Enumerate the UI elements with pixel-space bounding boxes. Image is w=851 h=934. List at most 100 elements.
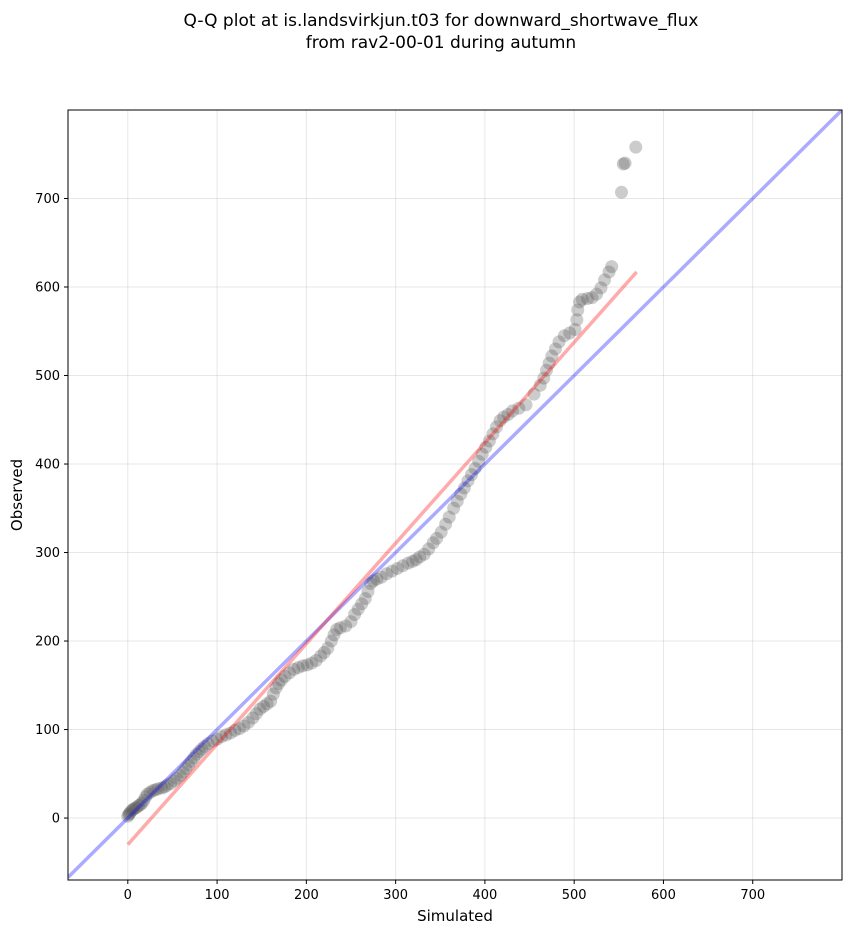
y-tick-label: 400	[35, 458, 60, 473]
qq-point	[123, 805, 137, 819]
reference-lines	[68, 110, 842, 879]
qq-point	[157, 780, 171, 794]
qq-point	[616, 157, 630, 171]
qq-point	[215, 730, 229, 744]
qq-point	[475, 447, 489, 461]
qq-point	[461, 474, 475, 488]
qq-point	[355, 597, 369, 611]
qq-point	[237, 719, 251, 733]
qq-point	[406, 554, 420, 568]
qq-point	[126, 802, 140, 816]
qq-point	[482, 434, 496, 448]
qq-point	[447, 501, 461, 515]
plot-frame	[67, 109, 843, 881]
qq-point	[151, 782, 165, 796]
qq-point	[139, 790, 153, 804]
qq-point	[527, 387, 541, 401]
qq-point	[570, 313, 584, 327]
qq-point	[176, 765, 190, 779]
qq-point	[228, 723, 242, 737]
qq-point	[223, 726, 237, 740]
qq-point	[348, 607, 362, 621]
qq-point	[130, 800, 144, 814]
qq-point	[573, 295, 587, 309]
qq-point	[442, 510, 456, 524]
qq-point	[454, 487, 468, 501]
qq-point	[305, 656, 319, 670]
qq-point	[468, 461, 482, 475]
qq-point	[198, 739, 212, 753]
qq-point	[125, 803, 139, 817]
qq-point	[533, 378, 547, 392]
qq-point	[314, 649, 328, 663]
y-tick-label: 0	[52, 812, 60, 827]
qq-point	[232, 722, 246, 736]
qq-point	[602, 265, 616, 279]
qq-point	[128, 801, 142, 815]
qq-point	[426, 536, 440, 550]
qq-point	[282, 666, 296, 680]
qq-point	[594, 281, 608, 295]
axis-ticks: 0 100 200 300 400 500 600 700 0 100 200 300 400 500 60…	[35, 192, 765, 903]
qq-point	[137, 793, 151, 807]
qq-point	[179, 761, 193, 775]
qq-point	[155, 781, 169, 795]
qq-point	[563, 326, 577, 340]
qq-point	[133, 798, 147, 812]
qq-point	[545, 349, 559, 363]
qq-point	[135, 796, 149, 810]
x-tick-label: 500	[562, 888, 587, 903]
qq-point	[390, 561, 404, 575]
y-tick-label: 200	[35, 635, 60, 650]
qq-point	[272, 677, 286, 691]
qq-point	[291, 661, 305, 675]
qq-point	[351, 602, 365, 616]
qq-point	[361, 584, 375, 598]
qq-point	[409, 553, 423, 567]
qq-point	[241, 715, 255, 729]
qq-point	[274, 673, 288, 687]
x-tick-label: 300	[383, 888, 408, 903]
qq-point	[457, 481, 471, 495]
qq-point	[430, 531, 444, 545]
qq-point	[192, 745, 206, 759]
qq-point	[575, 292, 589, 306]
qq-point	[123, 807, 137, 821]
qq-point	[321, 641, 335, 655]
qq-point	[537, 371, 551, 385]
qq-point	[167, 774, 181, 788]
qq-point	[486, 427, 500, 441]
qq-point	[339, 619, 353, 633]
qq-point	[148, 783, 162, 797]
qq-point	[257, 700, 271, 714]
qq-point	[493, 414, 507, 428]
x-tick-label: 600	[651, 888, 676, 903]
qq-point	[122, 808, 136, 822]
qq-point	[501, 407, 515, 421]
y-axis-label: Observed	[8, 459, 26, 531]
qq-point	[195, 742, 209, 756]
qq-point	[296, 659, 310, 673]
qq-point	[317, 646, 331, 660]
qq-point	[506, 404, 520, 418]
qq-point	[344, 615, 358, 629]
qq-point	[140, 787, 154, 801]
qq-point	[629, 140, 643, 154]
y-tick-label: 100	[35, 723, 60, 738]
qq-point	[164, 777, 178, 791]
x-tick-label: 200	[294, 888, 319, 903]
qq-point	[450, 494, 464, 508]
qq-point	[434, 525, 448, 539]
y-tick-label: 300	[35, 546, 60, 561]
qq-point	[132, 799, 146, 813]
x-tick-label: 0	[124, 888, 132, 903]
identity-reference-line	[68, 110, 842, 879]
qq-point	[182, 758, 196, 772]
qq-point	[187, 751, 201, 765]
qq-point	[548, 342, 562, 356]
x-axis-label: Simulated	[417, 907, 493, 925]
qq-point	[598, 273, 612, 287]
qq-point	[422, 542, 436, 556]
qq-point	[413, 550, 427, 564]
